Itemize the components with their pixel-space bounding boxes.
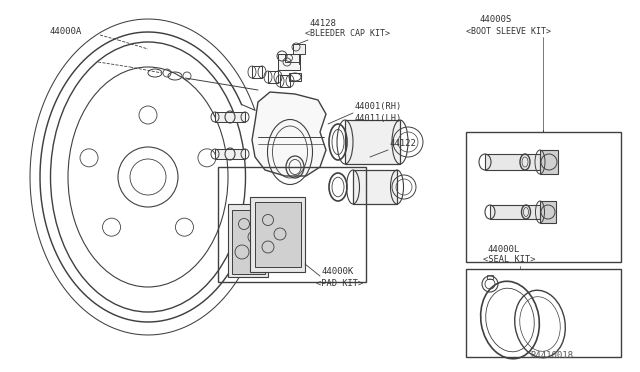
Polygon shape [255, 202, 301, 267]
Bar [280, 75, 290, 87]
Bar [345, 120, 400, 164]
Text: 44000K: 44000K [322, 267, 355, 276]
Bar [353, 170, 397, 204]
Text: 44000S: 44000S [480, 16, 512, 25]
Polygon shape [252, 92, 326, 176]
Bar [540, 201, 556, 223]
Bar [487, 275, 493, 279]
Text: 44000L: 44000L [487, 244, 519, 253]
Text: 44001(RH): 44001(RH) [355, 103, 403, 112]
Text: 44128: 44128 [310, 19, 337, 29]
Bar [490, 205, 540, 219]
Text: <PAD KIT>: <PAD KIT> [316, 279, 364, 288]
Text: 44000A: 44000A [50, 28, 83, 36]
Text: <BLEEDER CAP KIT>: <BLEEDER CAP KIT> [305, 29, 390, 38]
Bar [215, 149, 245, 159]
Bar [278, 54, 300, 70]
Polygon shape [250, 197, 305, 272]
Bar [466, 132, 621, 262]
Bar [268, 71, 278, 83]
Bar [293, 44, 305, 54]
Bar [218, 167, 366, 282]
Bar [285, 54, 299, 62]
Bar [466, 269, 621, 357]
Bar [252, 66, 262, 78]
Text: R4410018: R4410018 [530, 352, 573, 360]
Bar [485, 154, 540, 170]
Text: <SEAL KIT>: <SEAL KIT> [483, 256, 536, 264]
Text: 44122: 44122 [390, 140, 417, 148]
Bar [215, 112, 245, 122]
Bar [540, 150, 558, 174]
Bar [289, 73, 301, 81]
Polygon shape [228, 204, 268, 277]
Text: <BOOT SLEEVE KIT>: <BOOT SLEEVE KIT> [466, 26, 551, 35]
Polygon shape [232, 210, 265, 274]
Text: 44011(LH): 44011(LH) [355, 115, 403, 124]
